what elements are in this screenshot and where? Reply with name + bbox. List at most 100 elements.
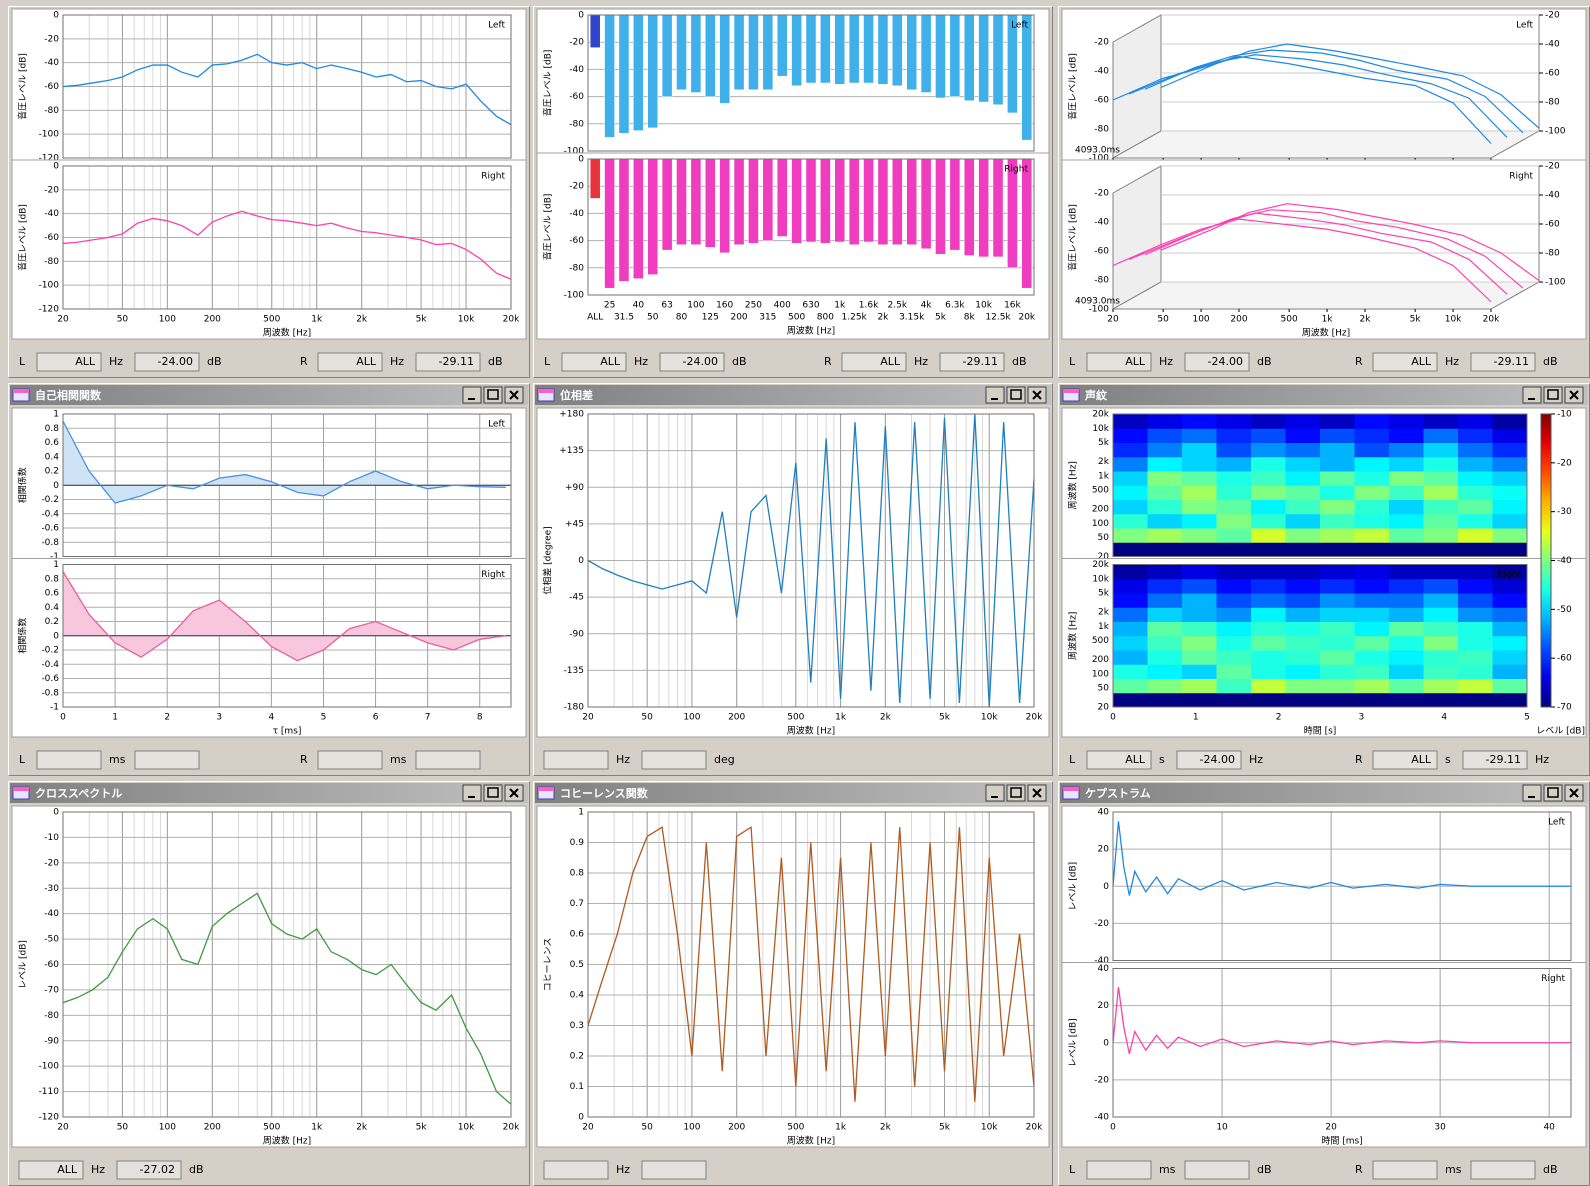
y-axis-label: 相関係数 [17, 618, 29, 654]
status-label: L [19, 753, 26, 766]
status-label: ms [109, 753, 126, 766]
heatmap-cell [1355, 528, 1390, 543]
heatmap-cell [1182, 471, 1217, 486]
y2-tick-label: -20 [1545, 11, 1560, 21]
y-tick-label: -40 [1094, 67, 1109, 77]
y-tick-label: 0.6 [570, 930, 585, 940]
heatmap-cell [1458, 414, 1493, 429]
heatmap-cell [1389, 471, 1424, 486]
heatmap-cell [1458, 622, 1493, 637]
status-field[interactable] [135, 751, 199, 769]
heatmap-cell [1355, 485, 1390, 500]
heatmap-cell [1355, 565, 1390, 580]
heatmap-cell [1286, 514, 1321, 529]
heatmap-cell [1286, 471, 1321, 486]
x-tick-label: 500 [263, 1123, 280, 1133]
heatmap-cell [1113, 579, 1148, 594]
heatmap-cell [1148, 679, 1183, 694]
x-tick-label: 50 [117, 1123, 129, 1133]
bar [878, 15, 888, 84]
heatmap-cell [1286, 579, 1321, 594]
status-label: L [544, 355, 551, 368]
status-field[interactable] [318, 751, 382, 769]
window-title: 声紋 [1084, 388, 1108, 402]
status-value: ALL [57, 1163, 78, 1176]
status-label: R [300, 753, 308, 766]
heatmap-cell [1113, 607, 1148, 622]
minimize-button[interactable] [463, 387, 481, 403]
status-label: Hz [616, 1163, 630, 1176]
heatmap-cell [1424, 428, 1459, 443]
heatmap-cell [1320, 565, 1355, 580]
heatmap-cell [1493, 542, 1528, 557]
x-tick-label: 500 [787, 1123, 804, 1133]
minimize-button[interactable] [986, 785, 1004, 801]
heatmap-cell [1113, 650, 1148, 665]
legend-entry: Left [1548, 818, 1565, 828]
x-tick-label: 100 [159, 1123, 176, 1133]
x-tick-label: 4 [1441, 713, 1447, 723]
heatmap-cell [1182, 457, 1217, 472]
status-value: ALL [880, 355, 901, 368]
bar [648, 159, 658, 275]
status-value: -24.00 [1208, 355, 1243, 368]
x-tick-label: 50 [117, 315, 129, 325]
y-tick-label: 0.4 [45, 452, 60, 462]
x-tick-label: 100 [159, 315, 176, 325]
status-value: ALL [356, 355, 377, 368]
status-field[interactable] [37, 751, 101, 769]
status-field[interactable] [1471, 1161, 1535, 1179]
status-field[interactable] [642, 1161, 706, 1179]
heatmap-cell [1217, 471, 1252, 486]
x-tick-label: 2k [356, 1123, 368, 1133]
window-icon-band [13, 787, 29, 791]
heatmap-cell [1148, 650, 1183, 665]
status-value: ALL [1411, 753, 1432, 766]
status-field[interactable] [1185, 1161, 1249, 1179]
x-tick-label: 63 [661, 301, 672, 311]
bar [1022, 159, 1032, 288]
x-tick-label: 20 [1325, 1123, 1337, 1133]
y-tick-label: 1 [578, 808, 584, 818]
y-tick-label: -40 [569, 209, 584, 219]
y-tick-label: -50 [44, 935, 59, 945]
window-title: 自己相関関数 [35, 388, 102, 402]
heatmap-cell [1286, 607, 1321, 622]
status-field[interactable] [1087, 1161, 1151, 1179]
heatmap-cell [1217, 485, 1252, 500]
heatmap-cell [1182, 528, 1217, 543]
legend-entry: Right [481, 570, 505, 580]
bar [964, 159, 974, 256]
heatmap-cell [1217, 650, 1252, 665]
status-field[interactable] [642, 751, 706, 769]
minimize-button[interactable] [463, 785, 481, 801]
window-content: コヒーレンス関数コヒーレンス20501002005001k2k5k10k20k1… [534, 782, 1052, 1185]
heatmap-cell [1493, 593, 1528, 608]
status-field[interactable] [544, 751, 608, 769]
y-tick-label: 0.9 [570, 838, 585, 848]
y-tick-label: -0.8 [41, 538, 59, 548]
bar [993, 15, 1003, 105]
y-tick-label: 0.8 [45, 574, 60, 584]
status-field[interactable] [416, 751, 480, 769]
status-field[interactable] [544, 1161, 608, 1179]
minimize-button[interactable] [1523, 785, 1541, 801]
y2-tick-label: -100 [1545, 127, 1566, 137]
y-tick-label: -20 [1094, 38, 1109, 48]
heatmap-cell [1458, 428, 1493, 443]
y-axis-label: コヒーレンス [543, 938, 554, 992]
y-tick-label: +90 [565, 483, 584, 493]
y-tick-label: -80 [44, 106, 59, 116]
minimize-button[interactable] [1523, 387, 1541, 403]
heatmap-cell [1113, 679, 1148, 694]
x-tick-label: 3 [216, 713, 222, 723]
heatmap-cell [1320, 471, 1355, 486]
status-field[interactable] [1373, 1161, 1437, 1179]
colorbar-tick-label: -60 [1557, 654, 1572, 664]
status-label: L [1069, 355, 1076, 368]
y-tick-label: -20 [1094, 189, 1109, 199]
y-tick-label: -80 [1094, 125, 1109, 135]
heatmap-cell [1182, 636, 1217, 651]
minimize-button[interactable] [986, 387, 1004, 403]
bar [849, 15, 859, 83]
